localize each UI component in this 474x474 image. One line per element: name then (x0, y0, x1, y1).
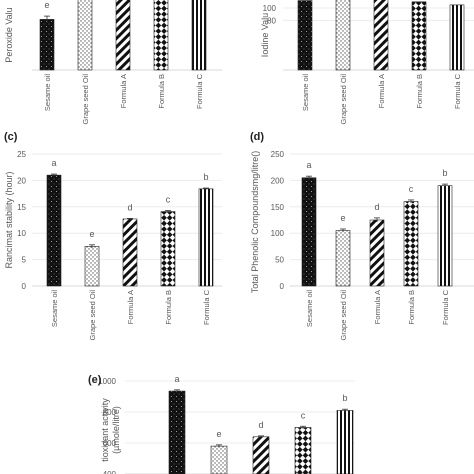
bar (39, 19, 55, 71)
bar (403, 201, 419, 287)
bar (160, 211, 176, 287)
y-tick-label: 10 (17, 229, 26, 238)
significance-letter: e (216, 429, 221, 439)
y-tick-label: 200 (271, 176, 285, 185)
significance-letter: a (51, 158, 56, 168)
bar (115, 0, 131, 71)
category-label: Grape seed Oil (339, 74, 348, 125)
category-label: Sesame oil (305, 290, 314, 327)
category-label: Formula C (202, 289, 211, 325)
chart-panel-c: 0 5 10 15 20 25 a Sesame oil e Grape seed Oil d For… (4, 131, 222, 340)
bar (373, 0, 389, 71)
y-tick-label: 0 (280, 282, 285, 291)
bar (77, 0, 93, 71)
bar (335, 0, 351, 71)
significance-letter: c (301, 410, 306, 420)
bar (297, 0, 313, 71)
y-tick-label: 80 (267, 16, 276, 25)
y-tick-label: 100 (271, 229, 285, 238)
significance-letter: c (409, 184, 414, 194)
y-tick-label: 250 (271, 150, 285, 159)
significance-letter: b (442, 168, 447, 178)
panel-label: (c) (4, 131, 18, 143)
bar (437, 185, 453, 287)
significance-letter: a (174, 374, 179, 384)
category-label: Sesame oil (43, 74, 52, 111)
category-label: Grape seed Oil (81, 74, 90, 125)
bar (336, 410, 354, 474)
bar (335, 230, 351, 287)
bar (210, 445, 228, 474)
bar (449, 4, 465, 71)
panel-label: (d) (250, 131, 264, 143)
bar (168, 390, 186, 474)
y-tick-label: 20 (17, 176, 26, 185)
y-axis-title: Total Phenolic Compoundsmg/litre() (250, 151, 260, 294)
y-tick-label: 0 (22, 282, 27, 291)
category-label: Formula A (119, 74, 128, 108)
y-tick-label: 1000 (98, 377, 116, 386)
significance-letter: d (374, 202, 379, 212)
y-tick-label: 400 (103, 470, 117, 474)
significance-letter: e (340, 213, 345, 223)
y-tick-label: 100 (263, 4, 277, 13)
significance-letter: e (44, 0, 49, 10)
chart-panel-b: 80 100 Sesame oil Grape seed Oil Formula A Fo… (260, 0, 474, 124)
y-axis-title: tioxidant activity (100, 398, 110, 462)
y-tick-label: 25 (17, 150, 26, 159)
category-label: Formula B (157, 74, 166, 109)
chart-panel-d: 0 50 100 150 200 250 a Sesame oil e Grape seed Oi… (250, 131, 474, 340)
category-label: Formula A (373, 290, 382, 324)
y-tick-label: 50 (275, 256, 284, 265)
chart-panel-e: 400 600 800 1000 a e d c b tioxidant activity(µmo… (88, 374, 355, 474)
y-tick-label: 800 (103, 408, 117, 417)
category-label: Formula C (441, 289, 450, 325)
category-label: Formula B (415, 74, 424, 109)
bar (191, 0, 207, 71)
category-label: Formula B (407, 290, 416, 325)
significance-letter: d (127, 202, 132, 212)
y-tick-label: 150 (271, 203, 285, 212)
category-label: Formula C (453, 73, 462, 109)
y-axis-title: (µmole/litre) (111, 406, 121, 454)
significance-letter: d (258, 420, 263, 430)
significance-letter: b (342, 393, 347, 403)
category-label: Sesame oil (301, 74, 310, 111)
significance-letter: e (89, 229, 94, 239)
y-axis-title: Peroxide Valu (4, 7, 14, 62)
category-label: Grape seed Oil (88, 290, 97, 341)
bar (153, 0, 169, 71)
y-tick-label: 5 (22, 256, 27, 265)
category-label: Formula B (164, 290, 173, 325)
category-label: Sesame oil (50, 290, 59, 327)
bar (369, 219, 385, 287)
bar (301, 177, 317, 287)
bar (46, 174, 62, 287)
category-label: Formula C (195, 73, 204, 109)
y-tick-label: 600 (103, 439, 117, 448)
y-tick-label: 15 (17, 203, 26, 212)
bar (122, 218, 138, 287)
significance-letter: b (203, 172, 208, 182)
chart-panel-a: e Sesame oil Grape seed Oil Formula A Formul… (4, 0, 222, 124)
y-axis-title: Iodine Valu (260, 13, 270, 57)
significance-letter: c (166, 194, 171, 204)
bar (294, 427, 312, 474)
y-axis-title: Rancimat stability (hour) (4, 171, 14, 268)
category-label: Formula A (126, 290, 135, 324)
panel-label: (e) (88, 374, 102, 386)
category-label: Formula A (377, 74, 386, 108)
significance-letter: a (306, 160, 311, 170)
category-label: Grape seed Oil (339, 290, 348, 341)
bar (411, 1, 427, 71)
bar (84, 246, 100, 287)
bar (198, 188, 214, 287)
bar (252, 436, 270, 474)
